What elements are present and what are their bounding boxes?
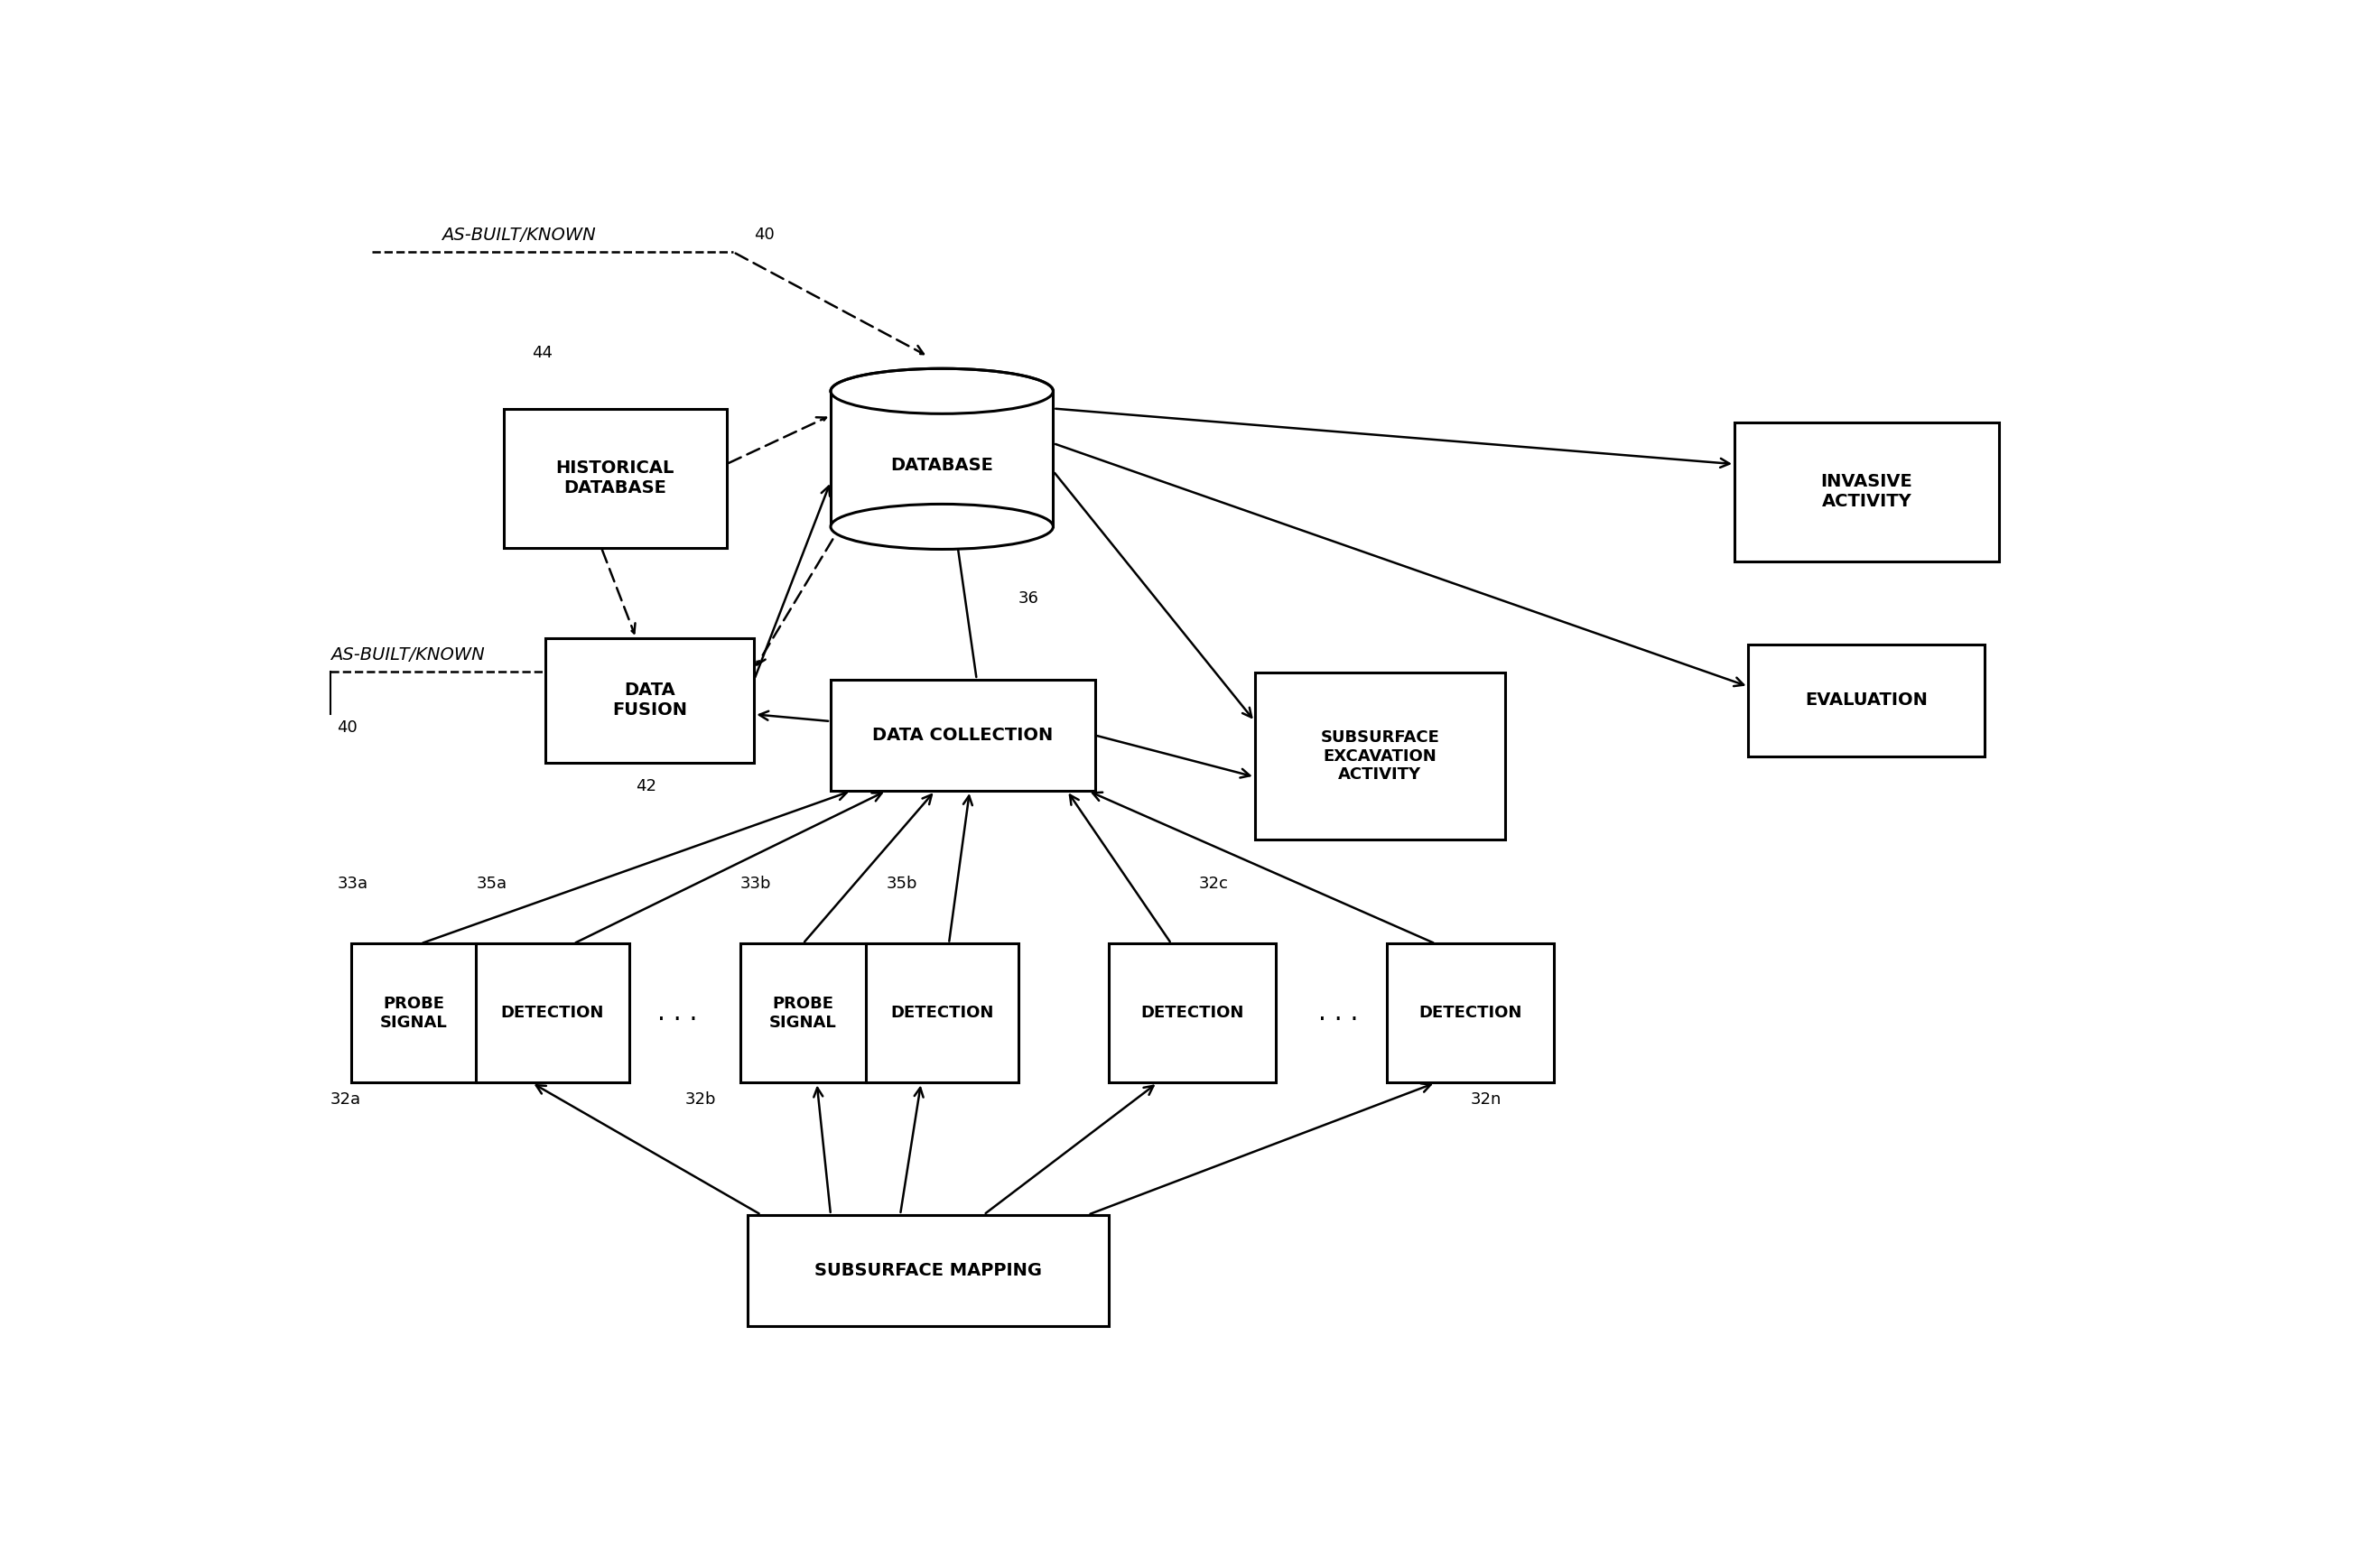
Text: EVALUATION: EVALUATION [1804,691,1928,709]
Text: PROBE
SIGNAL: PROBE SIGNAL [768,996,837,1030]
FancyBboxPatch shape [477,944,628,1083]
FancyBboxPatch shape [1254,673,1506,839]
Text: SUBSURFACE
EXCAVATION
ACTIVITY: SUBSURFACE EXCAVATION ACTIVITY [1321,729,1439,782]
Text: 35a: 35a [477,875,507,892]
FancyBboxPatch shape [505,409,726,547]
Text: DETECTION: DETECTION [1140,1005,1245,1021]
Text: 40: 40 [754,227,775,243]
FancyBboxPatch shape [1736,422,1999,561]
Text: DETECTION: DETECTION [889,1005,993,1021]
FancyBboxPatch shape [747,1215,1110,1327]
Text: AS-BUILT/KNOWN: AS-BUILT/KNOWN [441,226,595,243]
Text: 33b: 33b [740,875,771,892]
Text: 42: 42 [635,778,657,795]
Text: 32c: 32c [1200,875,1228,892]
FancyBboxPatch shape [545,638,754,764]
FancyBboxPatch shape [1110,944,1276,1083]
Text: DATABASE: DATABASE [891,458,993,474]
Text: 33a: 33a [337,875,368,892]
Text: INVASIVE
ACTIVITY: INVASIVE ACTIVITY [1821,474,1913,511]
FancyBboxPatch shape [1747,644,1985,756]
Text: HISTORICAL
DATABASE: HISTORICAL DATABASE [555,459,673,497]
Text: 44: 44 [531,345,552,361]
FancyBboxPatch shape [740,944,865,1083]
Text: 40: 40 [337,720,358,735]
Text: . . .: . . . [1318,1000,1359,1025]
Text: AS-BUILT/KNOWN: AS-BUILT/KNOWN [330,646,484,663]
Text: 35b: 35b [887,875,918,892]
Text: DATA
FUSION: DATA FUSION [612,682,688,720]
Ellipse shape [830,503,1053,549]
Text: 32n: 32n [1470,1091,1501,1107]
FancyBboxPatch shape [351,944,477,1083]
Text: PROBE
SIGNAL: PROBE SIGNAL [379,996,448,1030]
Bar [830,390,1053,527]
Text: SUBSURFACE MAPPING: SUBSURFACE MAPPING [813,1262,1041,1279]
Text: DETECTION: DETECTION [1418,1005,1522,1021]
FancyBboxPatch shape [830,679,1095,790]
Text: 32a: 32a [330,1091,360,1107]
Text: 32b: 32b [685,1091,716,1107]
Text: . . .: . . . [657,1000,697,1025]
Ellipse shape [830,368,1053,414]
Text: 36: 36 [1020,591,1038,607]
Text: DETECTION: DETECTION [500,1005,605,1021]
FancyBboxPatch shape [865,944,1020,1083]
FancyBboxPatch shape [1387,944,1553,1083]
Text: DATA COLLECTION: DATA COLLECTION [873,726,1053,743]
